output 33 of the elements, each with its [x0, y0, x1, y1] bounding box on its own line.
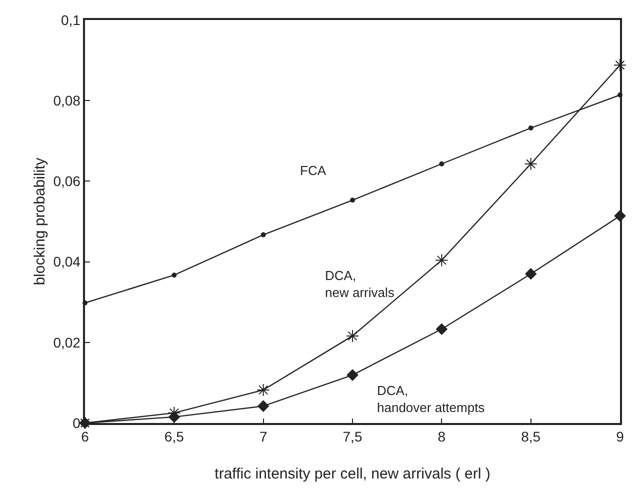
- point: [168, 411, 180, 423]
- point: [172, 272, 177, 278]
- x-axis-title: traffic intensity per cell, new arrivals ( erl ): [214, 466, 490, 482]
- series-label: DCA, new arrivals: [325, 268, 395, 300]
- y-axis-title: blocking probability: [32, 157, 48, 286]
- y-tick-label: 0,08: [53, 92, 81, 108]
- x-tick-label: 6,5: [164, 428, 184, 445]
- point: [260, 232, 266, 238]
- series-label: DCA, handover attempts: [377, 383, 486, 415]
- x-tick-label: 7,5: [342, 428, 362, 445]
- point: [525, 268, 537, 280]
- x-tick-label: 8: [438, 428, 446, 445]
- text: FCA: [300, 163, 326, 178]
- point: [614, 58, 626, 72]
- point: [528, 126, 534, 130]
- point: [439, 161, 444, 166]
- point: [435, 254, 448, 267]
- y-tick-label: 0,04: [53, 254, 81, 270]
- point: [524, 157, 538, 170]
- x-tick-label: 8,5: [521, 428, 541, 445]
- point: [256, 383, 270, 396]
- x-tick-label: 9: [616, 428, 624, 445]
- y-tick-label: 0,1: [60, 12, 81, 28]
- point: [436, 323, 448, 335]
- x-tick-label: 6: [81, 428, 90, 445]
- x-tick-label: 7: [259, 428, 268, 445]
- point: [350, 198, 355, 203]
- y-tick-label: 0,06: [53, 173, 81, 190]
- point: [346, 329, 359, 342]
- y-tick-label: 0: [72, 414, 81, 431]
- point: [346, 369, 358, 381]
- y-tick-label: 0,02: [53, 334, 81, 350]
- point: [258, 400, 270, 412]
